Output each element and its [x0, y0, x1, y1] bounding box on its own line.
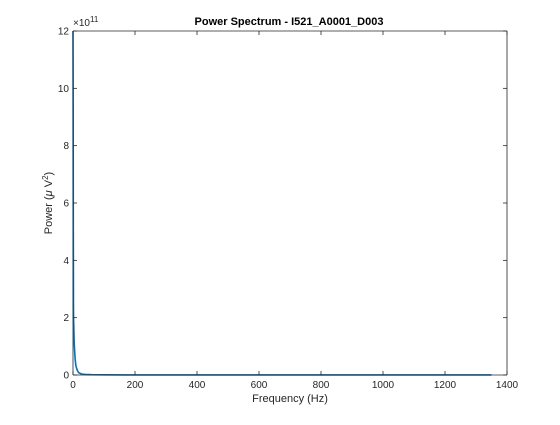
plot-area	[73, 31, 507, 375]
y-label-superscript: 2	[41, 175, 50, 180]
x-tick-label: 200	[127, 380, 144, 391]
y-multiplier-base: ×10	[73, 18, 90, 29]
x-tick-label: 1000	[372, 380, 395, 391]
tick-marks	[72, 30, 508, 376]
y-tick-label: 2	[63, 313, 69, 324]
x-axis-label: Frequency (Hz)	[252, 393, 328, 405]
y-tick-label: 12	[58, 27, 70, 38]
x-tick-label: 0	[70, 380, 76, 391]
y-tick-label: 4	[63, 256, 69, 267]
y-tick-labels: 0 2 4 6 8 10 12	[58, 27, 70, 382]
x-tick-label: 800	[313, 380, 330, 391]
y-label-base: Power (	[43, 196, 55, 234]
chart-title: Power Spectrum - I521_A0001_D003	[195, 16, 384, 28]
x-tick-label: 1400	[496, 380, 519, 391]
y-label-close: )	[43, 172, 55, 176]
y-tick-label: 6	[63, 199, 69, 210]
y-tick-label: 0	[63, 371, 69, 382]
y-tick-label: 8	[63, 141, 69, 152]
x-tick-label: 400	[189, 380, 206, 391]
x-tick-label: 1200	[434, 380, 457, 391]
y-label-unit: V	[43, 179, 55, 190]
y-axis-label: Power (μ V2)	[41, 172, 55, 234]
x-tick-label: 600	[251, 380, 268, 391]
y-label-mu: μ	[43, 190, 55, 197]
y-multiplier-exponent: 11	[90, 15, 99, 24]
x-tick-labels: 0 200 400 600 800 1000 1200 1400	[70, 380, 518, 391]
y-multiplier-label: ×1011	[73, 15, 99, 29]
y-tick-label: 10	[58, 84, 70, 95]
